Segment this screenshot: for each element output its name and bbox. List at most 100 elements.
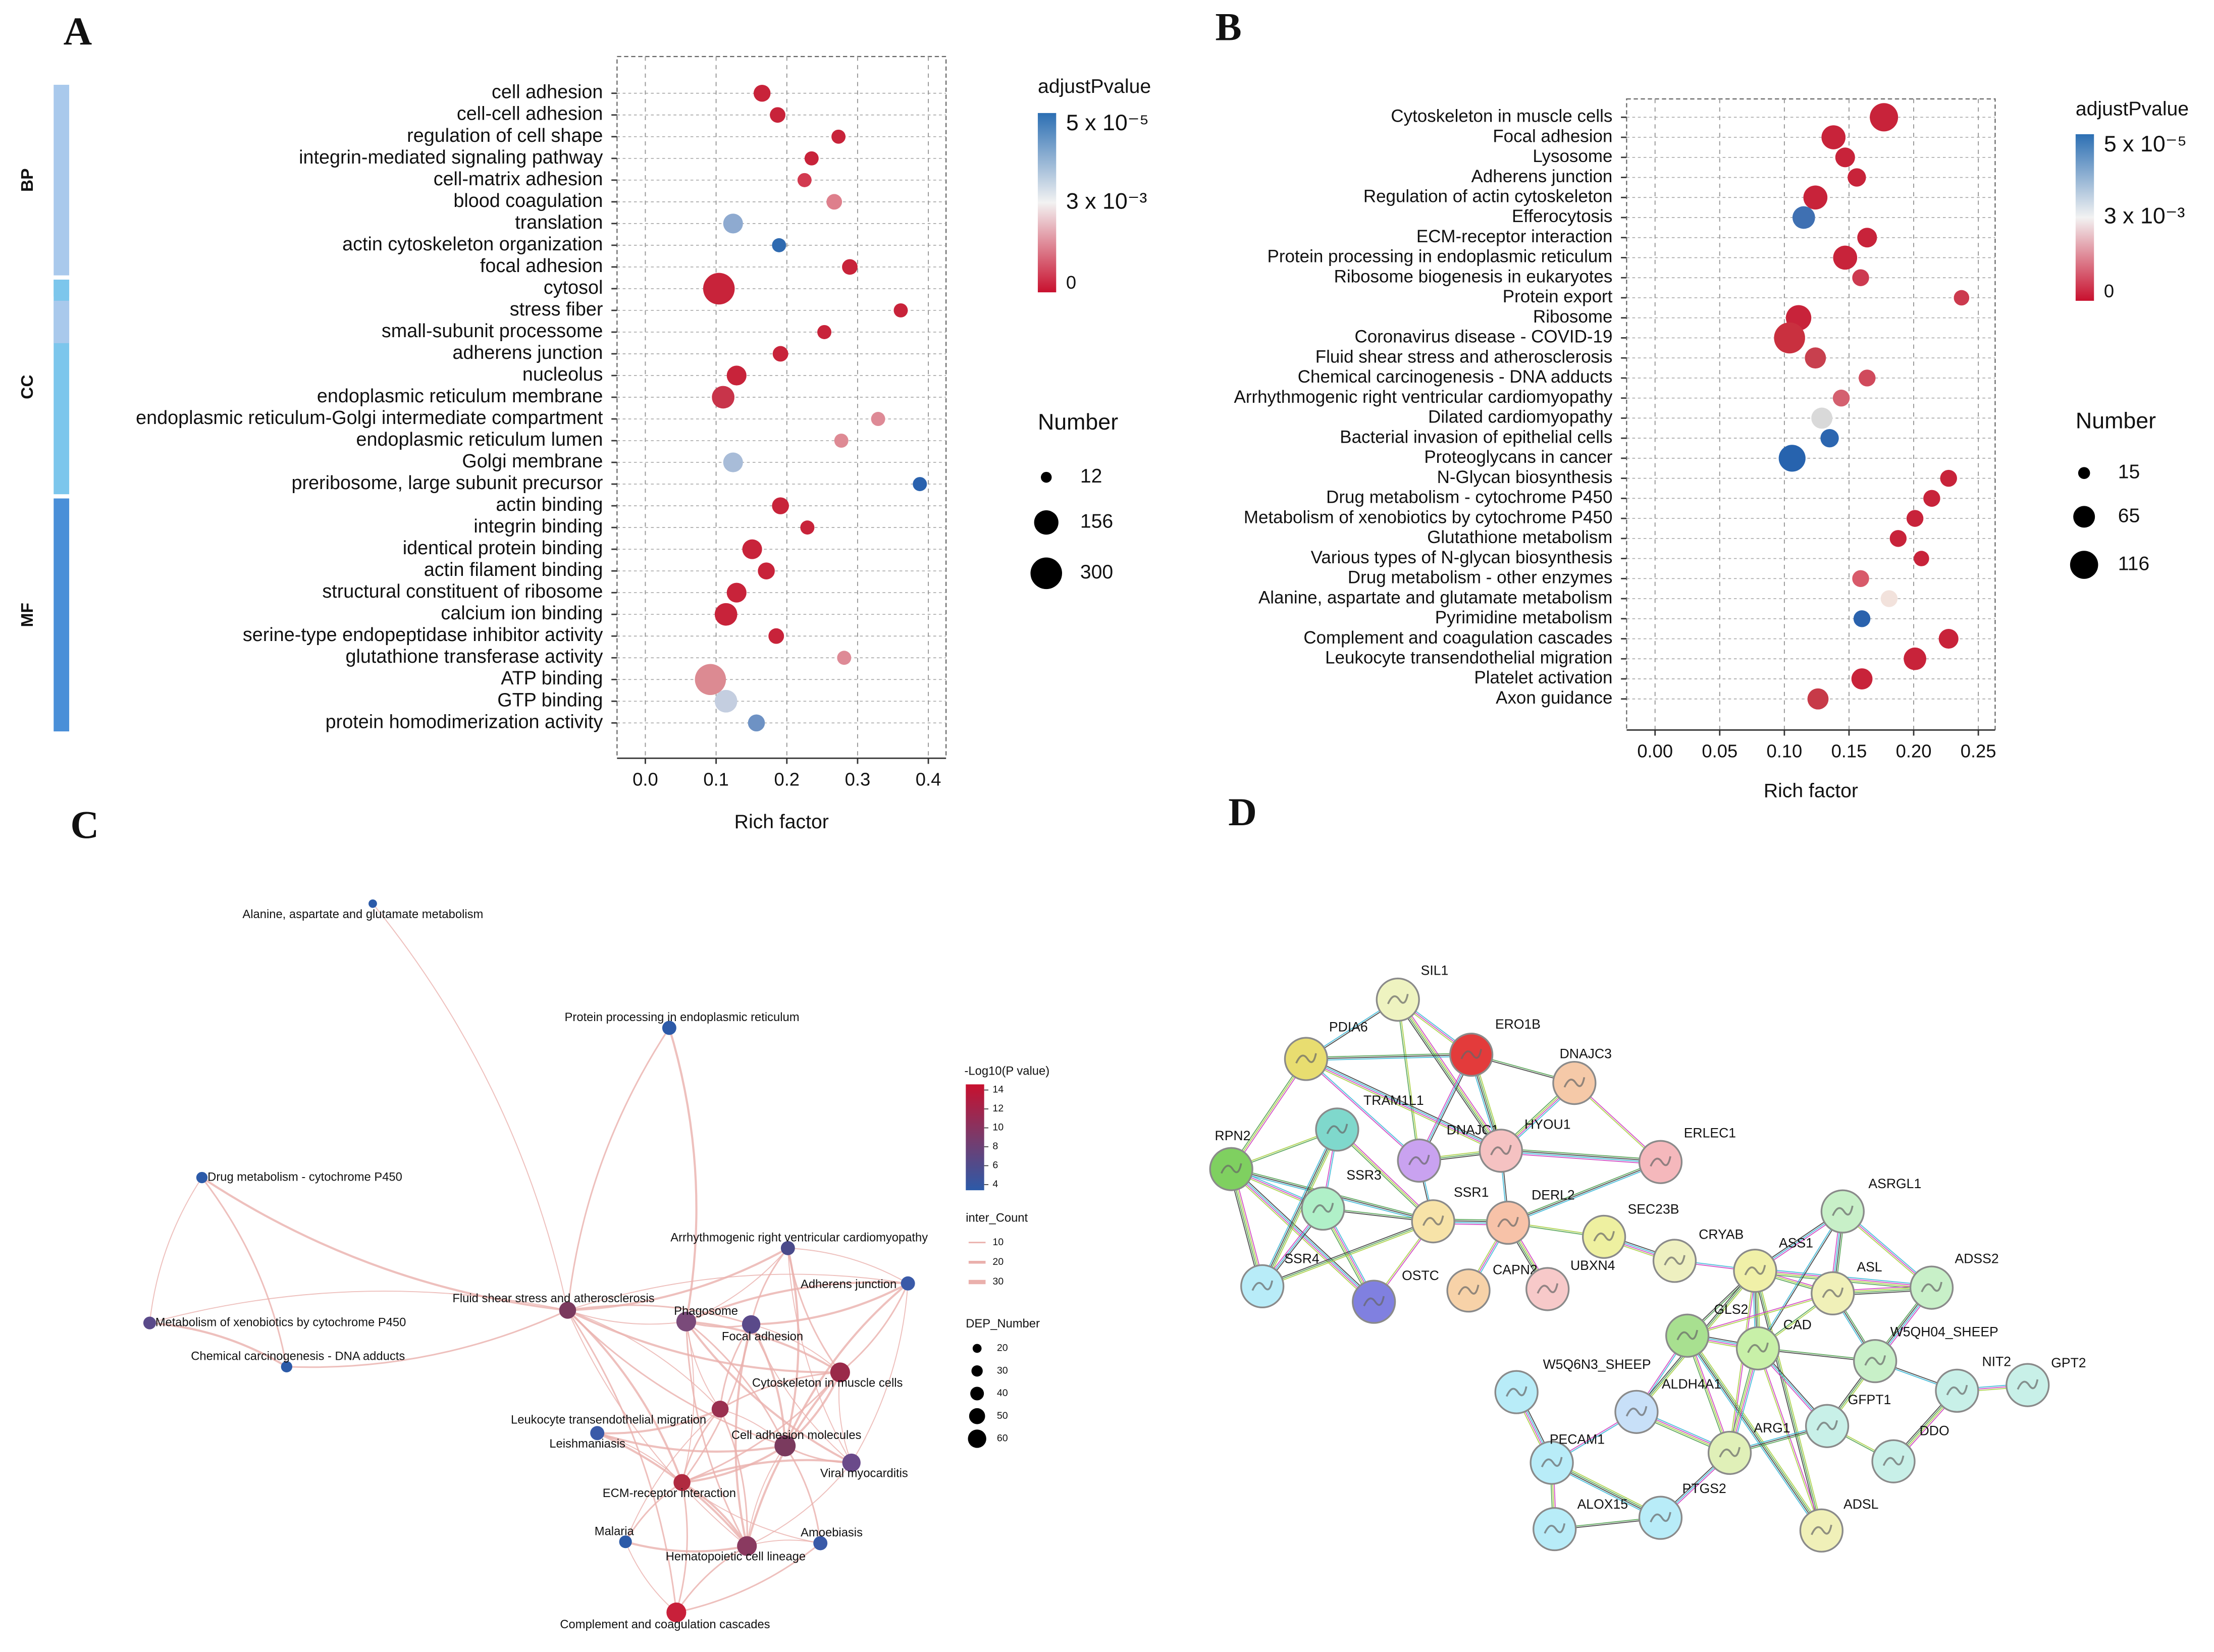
protein-structure (1882, 1455, 1905, 1466)
node-label: Protein processing in endoplasmic reticu… (565, 1010, 800, 1024)
color-tick-label: 4 (992, 1179, 998, 1190)
network-node (780, 1241, 795, 1255)
network-edge (625, 1541, 677, 1613)
network-edge (681, 1371, 841, 1483)
category-label: structural constituent of ribosome (322, 581, 603, 602)
size-legend-dot (968, 1429, 986, 1448)
network-edge (566, 1027, 670, 1311)
dot (1880, 590, 1898, 607)
category-label: Bacterial invasion of epithelial cells (1340, 427, 1612, 447)
network-edge (851, 1283, 909, 1463)
network-node (559, 1302, 576, 1319)
dot (1833, 245, 1858, 270)
protein-structure (1460, 1049, 1483, 1059)
size-legend-dot (969, 1408, 985, 1424)
network-edge (747, 1462, 852, 1547)
size-legend-label: 300 (1080, 561, 1113, 583)
category-label: Lysosome (1533, 146, 1612, 166)
protein-node (1352, 1280, 1396, 1324)
category-label: Protein processing in endoplasmic reticu… (1268, 247, 1613, 267)
category-label: actin binding (496, 494, 603, 515)
protein-structure (1650, 1156, 1671, 1167)
network-edge (675, 1482, 688, 1613)
node-label: RPN2 (1215, 1128, 1251, 1143)
dot (712, 386, 734, 409)
category-label: Leukocyte transendothelial migration (1325, 648, 1612, 668)
node-label: Arrhythmogenic right ventricular cardiom… (670, 1231, 928, 1245)
network-edge (838, 1372, 852, 1463)
category-label: endoplasmic reticulum membrane (317, 386, 603, 407)
protein-node (1805, 1404, 1850, 1448)
color-bar (1037, 113, 1057, 293)
category-label: Arrhythmogenic right ventricular cardiom… (1234, 387, 1613, 407)
node-label: ASRGL1 (1868, 1176, 1921, 1191)
protein-node (1733, 1248, 1777, 1293)
network-edge (149, 1322, 287, 1368)
network-node (711, 1400, 729, 1418)
network-edge (1758, 1348, 1823, 1531)
node-label: ALDH4A1 (1662, 1376, 1721, 1392)
dot (871, 412, 885, 427)
node-label: SSR4 (1284, 1251, 1319, 1266)
network-edge (1507, 1160, 1660, 1222)
dot (1852, 269, 1869, 286)
protein-node (1707, 1430, 1752, 1475)
dot (1807, 688, 1829, 710)
category-label: Various types of N-glycan biosynthesis (1311, 548, 1613, 567)
protein-node (1533, 1507, 1577, 1552)
dot (1904, 647, 1926, 670)
category-label: Metabolism of xenobiotics by cytochrome … (1244, 507, 1612, 527)
protein-structure (1593, 1231, 1615, 1242)
network-edge (1757, 1210, 1842, 1349)
category-label: Platelet activation (1474, 668, 1612, 687)
size-legend-label: 60 (997, 1433, 1008, 1444)
network-edge (1232, 1059, 1308, 1170)
dot (1857, 228, 1877, 248)
network-edge (625, 1540, 748, 1553)
network-edge (1261, 1219, 1433, 1286)
network-edge (1305, 1060, 1500, 1153)
group-label: MF (18, 603, 37, 627)
network-edge (1396, 999, 1419, 1161)
node-label: GPT2 (2051, 1355, 2086, 1370)
protein-node (1240, 1264, 1285, 1309)
x-tick-label: 0.20 (1896, 741, 1932, 762)
panel-label: B (1215, 5, 1241, 49)
protein-structure (1541, 1457, 1563, 1468)
node-label: PTGS2 (1682, 1481, 1726, 1496)
network-edge (750, 1323, 786, 1446)
dot (797, 173, 812, 187)
category-label: adherens junction (452, 342, 603, 363)
network-edge (719, 1371, 840, 1410)
dot (753, 84, 771, 102)
protein-node (1853, 1339, 1897, 1383)
network-edge (751, 1324, 852, 1463)
category-label: glutathione transferase activity (345, 646, 603, 667)
network-edge (567, 1310, 721, 1410)
network-edge (1337, 1129, 1434, 1222)
network-edge (1305, 1059, 1501, 1152)
node-label: ARG1 (1754, 1420, 1790, 1435)
protein-structure (1946, 1384, 1968, 1396)
dot (1889, 530, 1907, 547)
network-node (143, 1316, 156, 1329)
size-legend-label: 12 (1080, 465, 1102, 487)
protein-node (1909, 1265, 1954, 1310)
node-label: UBXN4 (1570, 1258, 1615, 1273)
category-label: Pyrimidine metabolism (1435, 608, 1613, 627)
category-label: integrin-mediated signaling pathway (299, 147, 603, 168)
node-label: W5Q6N3_SHEEP (1543, 1357, 1651, 1372)
protein-node (1376, 977, 1420, 1022)
network-edge (1508, 1161, 1661, 1223)
protein-node (1799, 1508, 1844, 1553)
x-tick-label: 0.15 (1831, 741, 1867, 762)
network-edge (839, 1283, 909, 1373)
dot (1820, 429, 1839, 448)
size-legend-label: 15 (2118, 461, 2140, 483)
network-edge (1306, 1054, 1471, 1060)
x-tick-label: 0.05 (1702, 741, 1737, 762)
network-node (673, 1474, 691, 1491)
size-legend-title: Number (2076, 408, 2156, 433)
node-label: ERO1B (1495, 1017, 1541, 1032)
protein-node (1315, 1107, 1359, 1152)
